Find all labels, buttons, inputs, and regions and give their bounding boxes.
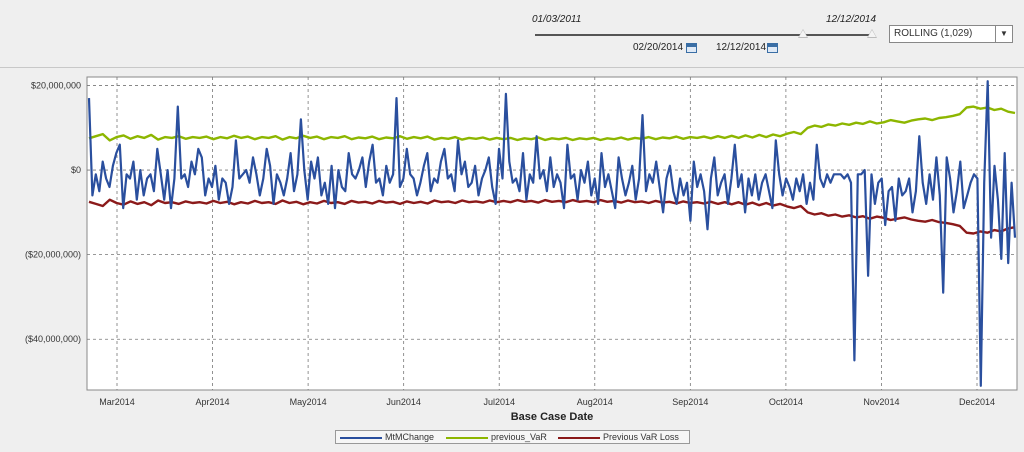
x-tick-label: Dec2014: [959, 397, 995, 407]
range-end-label: 12/12/2014: [826, 14, 877, 25]
x-tick-label: Oct2014: [769, 397, 803, 407]
legend: MtMChange previous_VaR Previous VaR Loss: [335, 430, 690, 444]
slider-track[interactable]: [535, 34, 873, 36]
legend-item-previous-var[interactable]: previous_VaR: [446, 432, 547, 443]
legend-swatch: [340, 436, 382, 439]
range-start-label: 01/03/2011: [532, 14, 582, 25]
x-tick-label: Jun2014: [386, 397, 421, 407]
x-tick-label: Sep2014: [672, 397, 708, 407]
series-line-mtmchange: [87, 80, 1017, 387]
x-axis-label: Base Case Date: [511, 411, 594, 423]
x-tick-label: Mar2014: [99, 397, 135, 407]
legend-label: Previous VaR Loss: [603, 432, 679, 442]
selected-start-date[interactable]: 02/20/2014: [633, 42, 684, 53]
legend-label: MtMChange: [385, 432, 435, 442]
legend-item-mtmchange[interactable]: MtMChange: [340, 432, 434, 443]
slider-start-handle[interactable]: [798, 29, 808, 38]
series-line-previous-var-loss: [88, 198, 1016, 235]
divider: [0, 67, 1024, 68]
window-dropdown[interactable]: ROLLING (1,029) ▼: [889, 25, 1013, 43]
plot-area: [86, 76, 1018, 391]
legend-label: previous_VaR: [491, 432, 547, 442]
calendar-icon[interactable]: [767, 43, 778, 53]
legend-item-previous-var-loss[interactable]: Previous VaR Loss: [558, 432, 679, 443]
calendar-icon[interactable]: [686, 43, 697, 53]
series-line-previous-var: [88, 105, 1016, 142]
x-tick-label: Nov2014: [863, 397, 899, 407]
line-chart: $20,000,000$0($20,000,000)($40,000,000) …: [25, 76, 1018, 423]
x-tick-label: Jul2014: [483, 397, 515, 407]
x-tick-label: Apr2014: [196, 397, 230, 407]
y-tick-label: ($40,000,000): [25, 334, 81, 344]
x-tick-label: May2014: [290, 397, 327, 407]
y-tick-label: $20,000,000: [31, 80, 81, 90]
y-tick-label: $0: [71, 165, 81, 175]
legend-swatch: [558, 436, 600, 439]
x-tick-label: Aug2014: [577, 397, 613, 407]
selected-end-date[interactable]: 12/12/2014: [716, 42, 767, 53]
slider-end-handle[interactable]: [867, 29, 877, 38]
legend-swatch: [446, 436, 488, 439]
dropdown-value: ROLLING (1,029): [894, 28, 973, 39]
chevron-down-icon[interactable]: ▼: [995, 26, 1012, 42]
y-tick-label: ($20,000,000): [25, 250, 81, 260]
